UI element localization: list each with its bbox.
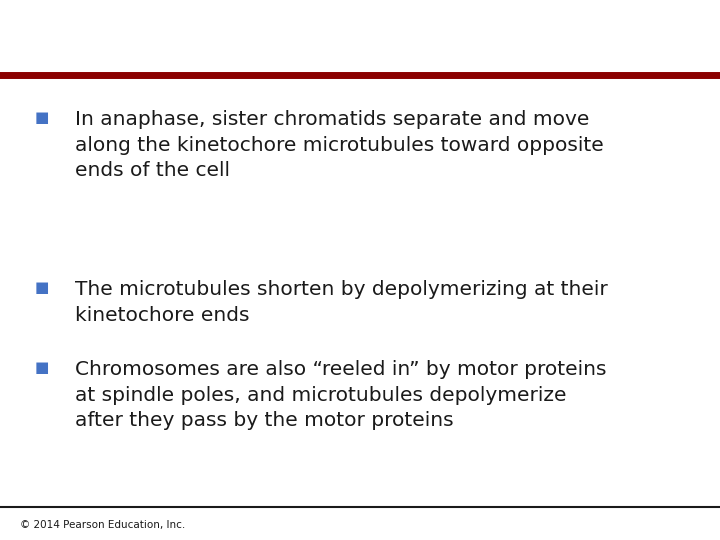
Text: In anaphase, sister chromatids separate and move
along the kinetochore microtubu: In anaphase, sister chromatids separate … [75,110,604,180]
Text: The microtubules shorten by depolymerizing at their
kinetochore ends: The microtubules shorten by depolymerizi… [75,280,608,325]
Text: ■: ■ [35,360,50,375]
Text: ■: ■ [35,280,50,295]
Text: © 2014 Pearson Education, Inc.: © 2014 Pearson Education, Inc. [20,520,185,530]
Text: ■: ■ [35,110,50,125]
Text: Chromosomes are also “reeled in” by motor proteins
at spindle poles, and microtu: Chromosomes are also “reeled in” by moto… [75,360,606,430]
